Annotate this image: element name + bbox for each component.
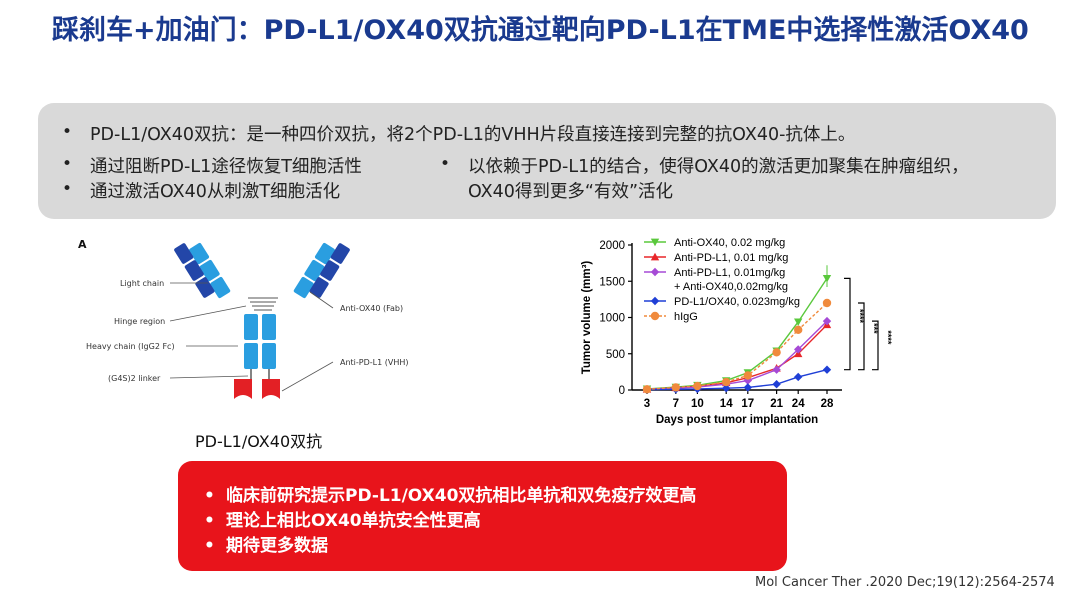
conclusion-text-3: 期待更多数据	[226, 536, 328, 556]
right-light-chain	[309, 243, 350, 298]
left-light-chain	[174, 243, 215, 298]
conclusion-item: • 期待更多数据	[204, 536, 328, 556]
data-point	[822, 365, 832, 374]
legend-marker	[650, 311, 660, 321]
summary-left-point-2: 通过激活OX40从刺激T细胞活化	[90, 182, 341, 202]
summary-line-1: PD-L1/OX40双抗：是一种四价双抗，将2个PD-L1的VHH片段直接连接到…	[90, 125, 856, 145]
summary-right-point-line-1: 以依赖于PD-L1的结合，使得OX40的激活更加聚集在肿瘤组织，	[468, 157, 969, 177]
legend-label: Anti-PD-L1, 0.01mg/kg	[674, 267, 785, 279]
data-point	[743, 371, 752, 380]
significance-bracket	[872, 320, 879, 371]
legend-label: hIgG	[674, 311, 698, 323]
data-point	[671, 383, 680, 392]
label-anti-pdl1: Anti-PD-L1 (VHH)	[340, 358, 409, 367]
significance-label: ****	[855, 309, 865, 324]
antibody-diagram: Light chain Hinge region Heavy chain (Ig…	[86, 242, 409, 399]
legend-label: Anti-PD-L1, 0.01 mg/kg	[674, 252, 788, 264]
x-tick-label: 7	[673, 398, 679, 410]
data-point	[722, 377, 731, 387]
data-point	[822, 298, 832, 308]
legend-label: PD-L1/OX40, 0.023mg/kg	[674, 296, 800, 308]
significance-bracket	[858, 302, 865, 371]
legend-label: Anti-OX40, 0.02 mg/kg	[674, 237, 785, 249]
x-tick-label: 10	[691, 398, 704, 410]
summary-left-point-1: 通过阻断PD-L1途径恢复T细胞活性	[90, 157, 362, 177]
series-line-1	[646, 277, 828, 390]
data-point	[794, 318, 803, 327]
bullet-dot: •	[62, 179, 73, 199]
summary-right-point-line-2: OX40得到更多“有效”活化	[468, 182, 674, 202]
label-anti-ox40: Anti-OX40 (Fab)	[340, 304, 403, 313]
x-tick-label: 28	[821, 398, 834, 410]
label-linker: (G4S)2 linker	[108, 374, 161, 383]
y-tick-label: 500	[606, 349, 625, 361]
x-tick-label: 24	[792, 398, 805, 410]
label-light-chain: Light chain	[120, 279, 164, 288]
legend-label: + Anti-OX40,0.02mg/kg	[674, 281, 788, 293]
significance-label: ****	[883, 330, 893, 345]
conclusion-text-1: 临床前研究提示PD-L1/OX40双抗相比单抗和双免疫疗效更高	[226, 486, 697, 506]
y-tick-label: 1000	[599, 313, 625, 325]
legend-marker	[650, 238, 660, 247]
x-axis-label: Days post tumor implantation	[656, 414, 818, 426]
hinge-region	[248, 297, 278, 311]
significance-label: ***	[869, 323, 879, 334]
vhh-domains	[234, 379, 280, 399]
conclusion-text-2: 理论上相比OX40单抗安全性更高	[226, 511, 481, 531]
data-point	[772, 365, 781, 374]
fc-region	[244, 314, 276, 369]
left-fab-arm	[189, 242, 231, 299]
x-tick-label: 3	[644, 398, 650, 410]
bullet-dot: •	[440, 154, 451, 174]
data-point	[794, 372, 803, 382]
panel-label: A	[78, 238, 87, 251]
slide-title: 踩刹车+加油门：PD-L1/OX40双抗通过靶向PD-L1在TME中选择性激活O…	[52, 15, 1029, 46]
conclusion-item: • 理论上相比OX40单抗安全性更高	[204, 511, 481, 531]
conclusion-box: • 临床前研究提示PD-L1/OX40双抗相比单抗和双免疫疗效更高 • 理论上相比O…	[178, 461, 787, 571]
data-point	[693, 381, 702, 391]
label-hinge: Hinge region	[114, 317, 165, 326]
x-tick-label: 17	[741, 398, 754, 410]
y-tick-label: 0	[619, 385, 625, 397]
data-point	[642, 385, 652, 394]
conclusion-item: • 临床前研究提示PD-L1/OX40双抗相比单抗和双免疫疗效更高	[204, 486, 697, 506]
legend-marker	[650, 267, 660, 277]
antibody-caption: PD-L1/OX40双抗	[195, 432, 323, 451]
y-axis-label: Tumor volume (mm³)	[581, 261, 593, 375]
legend-marker	[650, 252, 660, 261]
y-tick-label: 1500	[599, 276, 625, 288]
right-fab-arm	[293, 242, 335, 299]
y-tick-label: 2000	[599, 240, 625, 252]
summary-box: • PD-L1/OX40双抗：是一种四价双抗，将2个PD-L1的VHH片段直接连…	[38, 103, 1056, 219]
data-point	[794, 325, 803, 335]
legend-marker	[650, 296, 660, 306]
data-point	[772, 380, 781, 389]
significance-bracket	[844, 277, 851, 371]
x-tick-label: 21	[770, 398, 783, 410]
bullet-dot: •	[62, 154, 73, 174]
x-tick-label: 14	[720, 398, 733, 410]
bullet-dot: •	[62, 122, 73, 142]
citation: Mol Cancer Ther .2020 Dec;19(12):2564-25…	[755, 575, 1055, 590]
data-point	[822, 316, 832, 326]
data-point	[772, 348, 781, 357]
label-heavy-chain: Heavy chain (IgG2 Fc)	[86, 342, 175, 351]
